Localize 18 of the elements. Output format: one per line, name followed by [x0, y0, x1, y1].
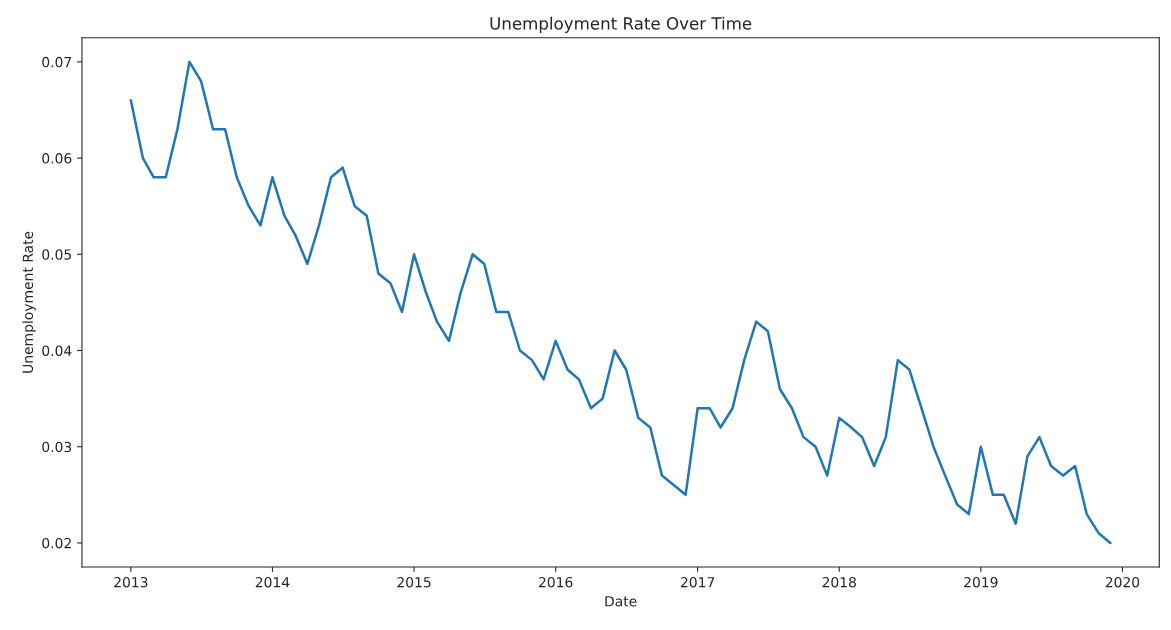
x-tick-label: 2013 — [114, 576, 148, 588]
x-tick-label: 2019 — [964, 576, 998, 588]
x-tick-label: 2020 — [1105, 576, 1140, 588]
x-axis-title: Date — [605, 596, 637, 607]
x-tick-label: 2016 — [538, 576, 573, 588]
x-tick-label: 2018 — [822, 576, 856, 588]
y-tick-label: 0.02 — [42, 537, 71, 549]
y-axis-title: Unemployment Rate — [22, 231, 36, 373]
y-tick-label: 0.04 — [42, 345, 72, 356]
y-tick-label: 0.07 — [42, 56, 72, 68]
y-tick-label: 0.05 — [42, 249, 72, 260]
chart-title: Unemployment Rate Over Time — [490, 16, 752, 33]
x-tick-label: 2014 — [255, 576, 290, 588]
x-tick-label: 2017 — [680, 576, 715, 588]
y-tick-label: 0.03 — [42, 441, 72, 453]
line-series — [129, 60, 1112, 545]
x-tick-label: 2015 — [397, 576, 431, 588]
y-tick-label: 0.06 — [42, 153, 72, 164]
